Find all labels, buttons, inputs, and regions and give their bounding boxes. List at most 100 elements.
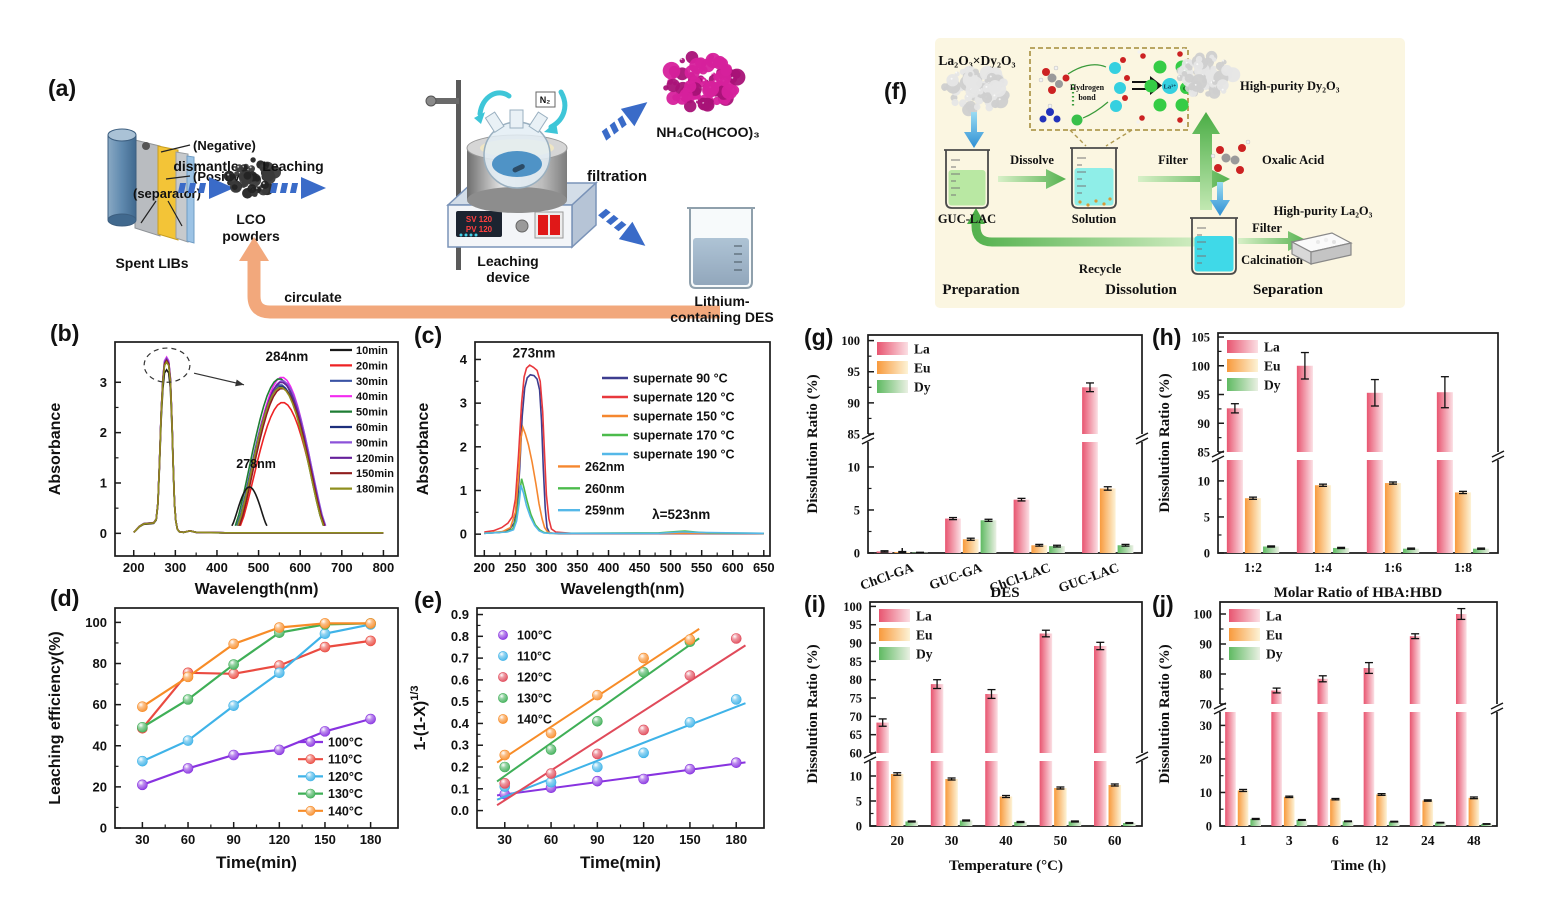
legend-label: 40min [356,391,388,403]
x-axis-label: Wavelength(nm) [195,581,319,598]
y-tick-label: 4 [460,352,468,367]
y-tick-label: 100 [841,334,860,348]
n2-label: N₂ [540,95,551,105]
legend-label: 30min [356,376,388,388]
des-caption-1: Lithium- [694,293,750,309]
y-tick-label: 90 [848,396,861,410]
filtration-arrow-up-icon [601,102,648,141]
chart-d-leaching-efficiency: 30 60 90 120 150 180 0 20 40 60 80 100 Time(min) Leac… [40,583,412,888]
calcination-label: Calcination [1241,253,1303,267]
y-tick-label: 85 [850,655,863,669]
cobalt-product-illustration [662,51,746,113]
legend-label: 140°C [517,713,552,727]
y-tick-label: 0.0 [451,803,469,818]
dismantle-label: dismantle [173,158,239,174]
x-tick-label: 1 [1240,833,1247,848]
panel-f-schematic: La₂O₃×Dy₂O₃ Recycle GUC-LAC Dissolve Sol… [935,38,1405,308]
chart-d-svg: 30 60 90 120 150 180 0 20 40 60 80 100 Time(min) Leac… [47,607,399,872]
y-tick-label: 0.5 [451,694,469,709]
legend-label: 260nm [585,482,625,496]
x-tick-label: 120 [268,832,290,847]
x-tick-label: 200 [473,560,495,575]
x-tick-label: 180 [725,832,747,847]
x-axis-label: Time (h) [1331,858,1386,874]
x-tick-label: 30 [135,832,149,847]
chart-b-svg: 200 300 400 500 600 700 800 0 1 2 3 Wavelength(nm) A… [47,341,399,598]
legend-label: 60min [356,422,388,434]
y-axis-label: Absorbance [415,403,432,496]
spent-libs-caption: Spent LIBs [115,255,188,271]
x-tick-label: 600 [289,560,311,575]
x-tick-label: 1:8 [1454,560,1472,575]
oxalic-label: Oxalic Acid [1262,153,1324,167]
dissolve-label: Dissolve [1010,153,1054,167]
x-axis-label: Temperature (°C) [949,858,1063,874]
legend-label: 120°C [517,671,552,685]
legend-label: 110°C [328,753,362,767]
chart-j-dissolution-time: 70 80 90 100 0 10 20 30 1 3 6 12 24 48 Time (h) Dissolu… [1150,588,1545,893]
leaching-arrow-icon [269,177,326,199]
recycle-arrowhead-icon [967,208,985,224]
chart-b-uvvis-time: 200 300 400 500 600 700 800 0 1 2 3 Wavelength(nm) A… [40,320,412,607]
panel-label-c: (c) [414,322,443,348]
y-tick-label: 65 [850,728,863,742]
legend-label: Dy [914,380,931,395]
y-tick-label: 0.6 [451,672,469,687]
x-tick-label: 120 [633,832,655,847]
x-tick-label: 550 [691,560,713,575]
legend-label: La [916,609,932,624]
y-axis-label: 1-(1-X)1/3 [409,685,429,750]
des-caption-2: containing DES [670,309,773,325]
x-tick-label: 300 [164,560,186,575]
y-tick-label: 10 [1200,786,1213,800]
legend-label: 150min [356,468,394,480]
panel-label-g: (g) [804,324,834,350]
y-tick-label: 70 [850,710,863,724]
y-tick-label: 70 [1200,698,1213,712]
y-tick-label: 80 [1200,668,1213,682]
solution-beaker [1070,147,1118,209]
legend-label: 110°C [517,650,551,664]
legend-label: Dy [1264,378,1281,393]
legend-label: 10min [356,345,388,357]
y-tick-label: 0 [100,526,107,541]
legend-label: 120°C [328,770,363,784]
legend-label: Dy [916,647,933,662]
x-tick-label: 400 [206,560,228,575]
y-axis-label: Absorbance [47,403,64,496]
panel-a-schematic: (Negative) (Positive) (separator) Spent … [107,51,774,325]
device-display-sv: SV 120 [466,215,493,224]
y-tick-label: 3 [460,396,467,411]
y-tick-label: 10 [848,460,861,474]
guc-lac-label: GUC-LAC [938,212,996,226]
spent-battery-illustration: (Negative) (Positive) (separator) Spent … [107,128,256,271]
panel-label-f: (f) [884,78,907,104]
x-tick-label: 6 [1332,833,1339,848]
x-tick-label: 450 [629,560,651,575]
x-tick-label: 12 [1375,833,1389,848]
annotation-278nm: 278nm [236,457,276,471]
x-tick-label: 90 [590,832,604,847]
y-tick-label: 2 [100,425,107,440]
y-tick-label: 0.7 [451,651,469,666]
panel-label-i: (i) [804,591,826,617]
x-tick-label: 500 [660,560,682,575]
y-tick-label: 5 [1204,510,1210,524]
x-tick-label: 50 [1054,833,1068,848]
y-tick-label: 100 [1191,359,1210,373]
x-axis-label: Molar Ratio of HBA:HBD [1274,585,1443,601]
x-tick-label: 200 [123,560,145,575]
y-tick-label: 40 [93,738,107,753]
stage-separation-label: Separation [1253,282,1324,298]
y-tick-label: 90 [1198,417,1211,431]
x-tick-label: 180 [360,832,382,847]
dissolve-arrow-icon [998,169,1066,189]
y-tick-label: 95 [848,365,861,379]
x-tick-label: 60 [544,832,558,847]
des-beaker-illustration [687,207,755,289]
y-tick-label: 85 [848,428,861,442]
circulate-arrowhead-icon [239,237,269,261]
legend-label: La [914,342,930,357]
x-tick-label: 700 [331,560,353,575]
lco-caption-2: powders [222,228,280,244]
